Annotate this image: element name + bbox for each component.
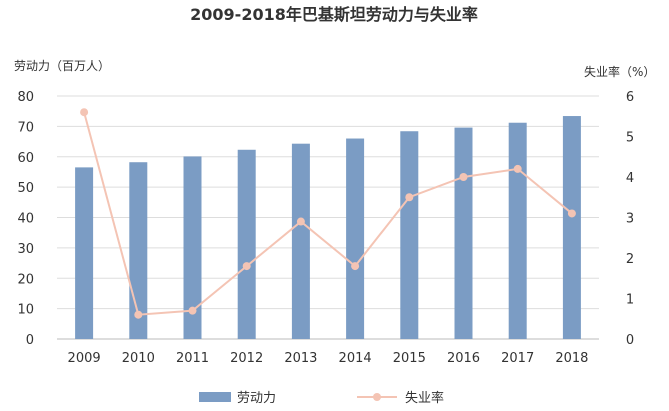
legend-swatch-marker bbox=[373, 393, 381, 401]
line-point bbox=[296, 217, 305, 226]
line-point bbox=[134, 310, 143, 319]
y-right-axis-label: 失业率（%） bbox=[584, 64, 655, 79]
y-right-tick-label: 6 bbox=[626, 90, 634, 105]
legend: 劳动力 失业率 bbox=[199, 390, 444, 406]
bar bbox=[454, 127, 473, 339]
bar bbox=[237, 149, 256, 339]
y-right-tick-label: 1 bbox=[626, 293, 634, 308]
x-tick-label: 2010 bbox=[122, 351, 155, 366]
x-tick-label: 2017 bbox=[501, 351, 534, 366]
legend-swatch-bar bbox=[199, 392, 231, 402]
y-left-tick-label: 70 bbox=[17, 120, 34, 135]
y-left-tick-label: 10 bbox=[17, 303, 34, 318]
line-series bbox=[80, 108, 576, 319]
y-left-tick-label: 0 bbox=[26, 333, 34, 348]
line-point bbox=[80, 108, 89, 117]
legend-label-line: 失业率 bbox=[405, 390, 444, 406]
x-tick-label: 2012 bbox=[230, 351, 263, 366]
line-point bbox=[567, 209, 576, 218]
chart-title: 2009-2018年巴基斯坦劳动力与失业率 bbox=[190, 5, 478, 24]
y-right-tick-label: 5 bbox=[626, 131, 634, 146]
y-left-ticks: 0 10 20 30 40 50 60 70 80 bbox=[17, 90, 34, 348]
legend-label-bar: 劳动力 bbox=[237, 390, 276, 406]
y-left-tick-label: 20 bbox=[17, 272, 34, 287]
x-tick-label: 2014 bbox=[339, 351, 372, 366]
x-tick-label: 2015 bbox=[393, 351, 426, 366]
line-point bbox=[188, 306, 197, 315]
series-line bbox=[83, 111, 573, 316]
bar-series bbox=[75, 116, 581, 339]
bar bbox=[508, 122, 527, 339]
bar bbox=[183, 156, 202, 339]
x-tick-label: 2016 bbox=[447, 351, 480, 366]
line-point bbox=[351, 262, 360, 271]
y-right-ticks: 0 1 2 3 4 5 6 bbox=[626, 90, 634, 348]
bar bbox=[346, 138, 365, 339]
y-left-tick-label: 40 bbox=[17, 212, 34, 227]
line-point bbox=[459, 173, 468, 181]
bar bbox=[562, 116, 581, 339]
x-tick-label: 2011 bbox=[176, 351, 209, 366]
y-left-tick-label: 50 bbox=[17, 181, 34, 196]
line-point bbox=[242, 262, 251, 271]
gridlines bbox=[57, 95, 599, 340]
x-axis-ticks: 2009 2010 2011 2012 2013 2014 2015 2016 2017 2018 bbox=[68, 351, 589, 366]
y-right-tick-label: 2 bbox=[626, 252, 634, 267]
x-tick-label: 2013 bbox=[284, 351, 317, 366]
line-point bbox=[405, 193, 414, 202]
line-point bbox=[513, 164, 522, 173]
y-left-tick-label: 80 bbox=[17, 90, 34, 105]
y-right-tick-label: 3 bbox=[626, 212, 634, 227]
y-left-tick-label: 60 bbox=[17, 151, 34, 166]
y-right-tick-label: 4 bbox=[626, 171, 634, 186]
bar bbox=[400, 131, 419, 339]
y-left-axis-label: 劳动力（百万人） bbox=[14, 59, 110, 73]
x-tick-label: 2018 bbox=[555, 351, 588, 366]
y-left-tick-label: 30 bbox=[17, 242, 34, 257]
bar bbox=[75, 167, 94, 339]
y-right-tick-label: 0 bbox=[626, 333, 634, 348]
bar bbox=[291, 143, 310, 339]
x-tick-label: 2009 bbox=[68, 351, 101, 366]
